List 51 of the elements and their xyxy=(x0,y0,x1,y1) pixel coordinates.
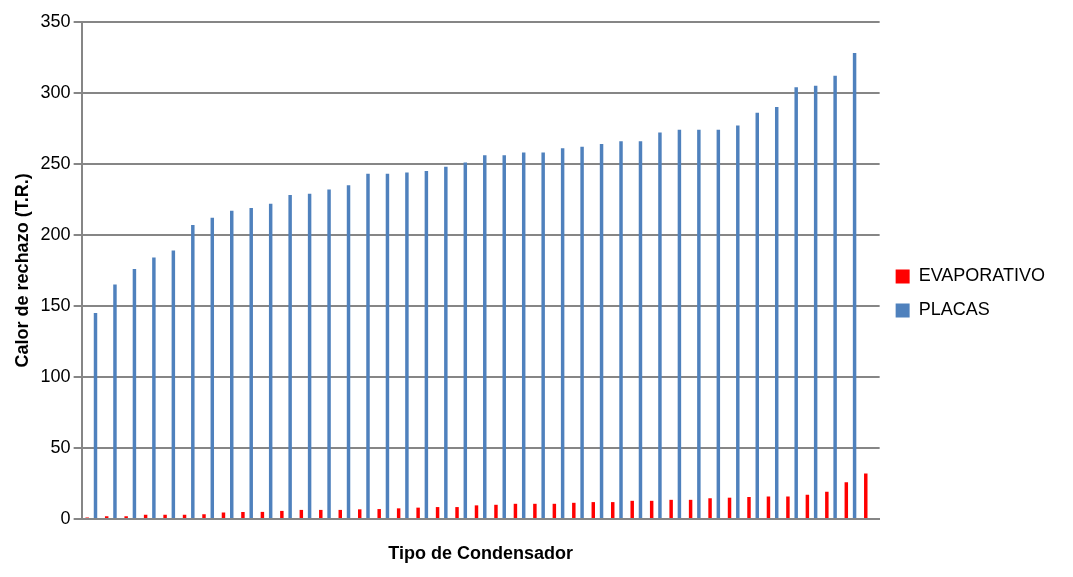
bar xyxy=(241,511,245,518)
bar xyxy=(113,284,117,518)
bar xyxy=(864,473,868,518)
bar xyxy=(416,507,420,518)
bar xyxy=(366,173,370,518)
bar xyxy=(825,491,829,518)
y-tick-label: 100 xyxy=(40,365,71,386)
y-tick-label: 0 xyxy=(60,507,71,528)
bar xyxy=(280,510,284,518)
x-axis-title: Tipo de Condensador xyxy=(388,543,573,564)
y-tick-label: 350 xyxy=(40,10,71,31)
bar xyxy=(669,499,673,518)
bar xyxy=(163,514,167,518)
y-tick-label: 300 xyxy=(40,81,71,102)
bar xyxy=(786,496,790,518)
bar xyxy=(357,509,362,518)
bar xyxy=(455,507,459,518)
bar xyxy=(319,509,323,518)
y-axis-title: Calor de rechazo (T.R.) xyxy=(11,173,32,368)
bar xyxy=(327,189,331,518)
bar xyxy=(249,207,253,518)
bar xyxy=(444,166,448,518)
bar xyxy=(502,155,506,518)
y-tick-label: 50 xyxy=(50,436,71,457)
bar xyxy=(377,509,381,518)
bar xyxy=(708,498,712,518)
bar xyxy=(202,514,206,518)
bar xyxy=(152,257,156,518)
bar xyxy=(221,512,226,518)
bar xyxy=(580,146,584,518)
bar xyxy=(658,132,662,518)
legend-label: PLACAS xyxy=(918,299,990,320)
bar xyxy=(747,496,751,518)
bar xyxy=(630,500,634,518)
y-tick-label: 200 xyxy=(40,223,71,244)
bar xyxy=(833,75,837,518)
bar xyxy=(794,87,798,518)
bar xyxy=(619,141,623,518)
bar xyxy=(736,125,740,518)
bar xyxy=(405,172,409,518)
bar xyxy=(483,155,487,518)
bar xyxy=(697,129,701,518)
y-tick-label: 250 xyxy=(40,152,71,173)
bar xyxy=(494,504,498,518)
bar xyxy=(191,224,195,518)
y-tick-label: 150 xyxy=(40,294,71,315)
legend-label: EVAPORATIVO xyxy=(918,265,1046,286)
bar xyxy=(572,502,576,518)
bar xyxy=(533,503,537,518)
bar xyxy=(288,195,292,518)
bar xyxy=(541,152,545,518)
